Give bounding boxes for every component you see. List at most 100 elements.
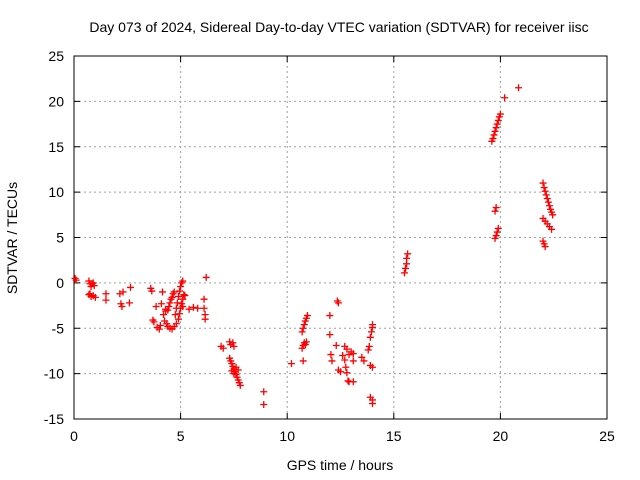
- data-point: [158, 288, 166, 296]
- data-point: [364, 346, 372, 354]
- y-tick-label: 25: [48, 48, 64, 64]
- y-tick-label: -5: [52, 320, 65, 336]
- data-point: [349, 350, 357, 358]
- data-point: [492, 232, 500, 240]
- data-point: [165, 302, 173, 310]
- data-point: [72, 276, 80, 284]
- data-point: [541, 243, 549, 251]
- data-point: [119, 288, 127, 296]
- data-point: [299, 324, 307, 332]
- data-point: [402, 264, 410, 272]
- data-point: [174, 292, 182, 300]
- data-point: [200, 295, 208, 303]
- data-point: [156, 322, 164, 330]
- y-tick-label: 5: [56, 230, 64, 246]
- x-axis-label: GPS time / hours: [287, 457, 394, 473]
- data-point: [155, 325, 163, 333]
- data-point: [543, 194, 551, 202]
- data-point: [126, 283, 134, 291]
- data-point: [341, 356, 349, 364]
- data-point: [179, 277, 187, 285]
- data-point: [177, 283, 185, 291]
- data-point: [201, 315, 209, 323]
- data-point: [229, 339, 237, 347]
- data-point: [334, 299, 342, 307]
- data-point: [157, 300, 165, 308]
- data-point: [174, 315, 182, 323]
- x-tick-label: 15: [386, 428, 402, 444]
- data-point: [202, 273, 210, 281]
- data-point: [501, 94, 509, 102]
- data-point: [185, 305, 193, 313]
- data-point: [540, 184, 548, 192]
- data-point: [544, 198, 552, 206]
- data-point: [339, 351, 347, 359]
- data-point: [181, 292, 189, 300]
- chart-title: Day 073 of 2024, Sidereal Day-to-day VTE…: [89, 19, 588, 35]
- data-point: [494, 116, 502, 124]
- data-point: [491, 127, 499, 135]
- data-point: [545, 202, 553, 210]
- data-point: [368, 400, 376, 408]
- data-point: [404, 250, 412, 258]
- data-point: [91, 293, 99, 301]
- y-tick-label: -15: [44, 411, 64, 427]
- data-point: [326, 312, 334, 320]
- data-point: [541, 187, 549, 195]
- data-point: [343, 369, 351, 377]
- y-axis-label: SDTVAR / TECUs: [4, 182, 20, 294]
- x-tick-label: 0: [70, 428, 78, 444]
- x-tick-label: 5: [177, 428, 185, 444]
- data-point: [148, 287, 156, 295]
- data-point: [349, 378, 357, 386]
- data-point: [164, 306, 172, 314]
- data-point: [234, 366, 242, 374]
- data-point: [349, 357, 357, 365]
- data-point: [86, 290, 94, 298]
- data-point: [494, 224, 502, 232]
- data-point: [358, 353, 366, 361]
- data-point: [230, 370, 238, 378]
- data-point: [102, 290, 110, 298]
- axis-ticks: 0 5 10 15 20 25 -15 -10 -5 0 5 10 15 20 25: [44, 48, 615, 444]
- data-point: [260, 388, 268, 396]
- data-point: [125, 299, 133, 307]
- data-point: [160, 311, 168, 319]
- data-point: [343, 345, 351, 353]
- data-point: [489, 135, 497, 143]
- data-point: [179, 295, 187, 303]
- y-tick-label: 15: [48, 139, 64, 155]
- data-point: [173, 299, 181, 307]
- data-point: [327, 351, 335, 359]
- data-point: [549, 211, 557, 219]
- data-point: [172, 320, 180, 328]
- data-point: [515, 84, 523, 92]
- data-point: [326, 331, 334, 339]
- data-point: [342, 363, 350, 371]
- data-point: [493, 228, 501, 236]
- data-point: [230, 342, 238, 350]
- data-point: [171, 311, 179, 319]
- data-point: [539, 179, 547, 187]
- data-point: [367, 328, 375, 336]
- data-point: [400, 269, 408, 277]
- x-tick-label: 25: [599, 428, 615, 444]
- data-point: [368, 363, 376, 371]
- data-point: [328, 357, 336, 365]
- data-point: [152, 302, 160, 310]
- x-tick-label: 20: [493, 428, 509, 444]
- data-point: [299, 357, 307, 365]
- y-tick-label: -10: [44, 366, 64, 382]
- data-point: [189, 303, 197, 311]
- data-point: [490, 131, 498, 139]
- data-point: [337, 368, 344, 376]
- y-tick-label: 10: [48, 184, 64, 200]
- data-point: [194, 304, 202, 312]
- data-point: [298, 328, 306, 336]
- data-point: [287, 360, 295, 368]
- data-point: [180, 291, 188, 299]
- data-point: [303, 312, 311, 320]
- data-point: [166, 299, 174, 307]
- data-point: [150, 318, 158, 326]
